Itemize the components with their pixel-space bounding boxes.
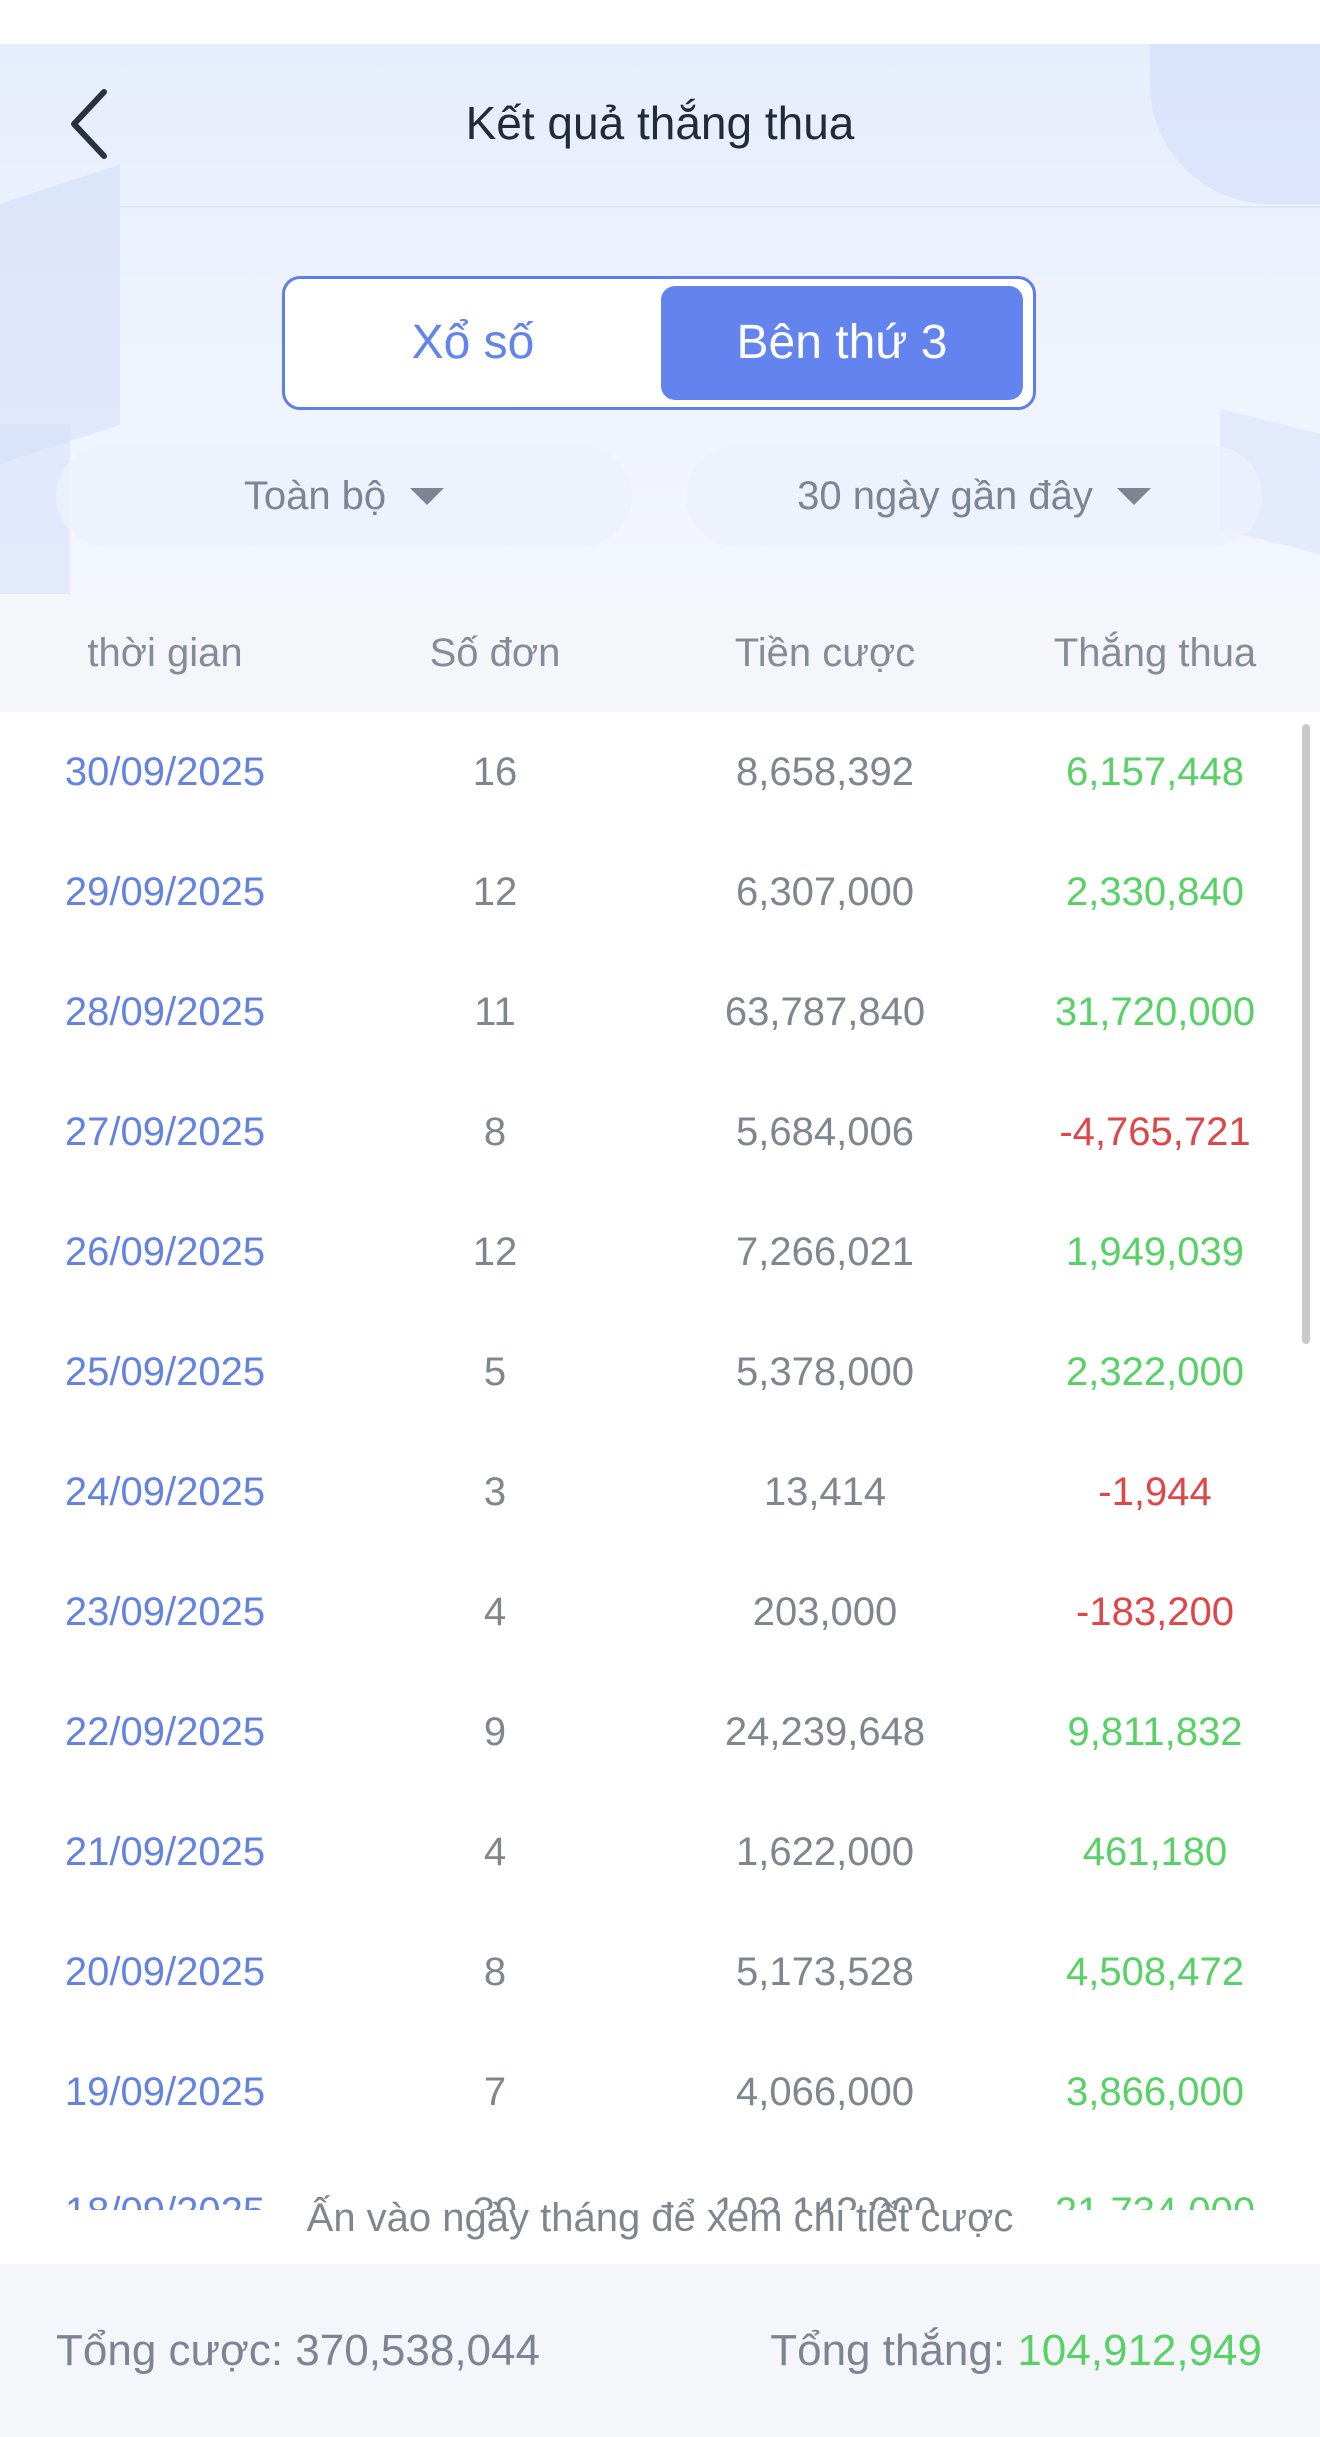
row-bet-amount: 13,414 [763,1470,887,1514]
row-win-loss: 31,720,000 [1054,990,1256,1034]
row-order-count: 8 [483,1950,507,1994]
row-bet-amount: 5,684,006 [736,1110,914,1154]
chevron-left-icon [71,89,107,159]
row-bet-amount: 4,066,000 [736,2070,914,2114]
column-header-result: Thắng thua [1053,631,1257,675]
row-bet-amount: 24,239,648 [724,1710,926,1754]
filter-type-label: Toàn bộ [243,473,387,518]
source-segmented-control: Xổ số Bên thứ 3 [282,276,1036,410]
row-date[interactable]: 28/09/2025 [64,990,266,1034]
row-date[interactable]: 26/09/2025 [64,1230,266,1274]
column-header-bet: Tiền cược [734,631,916,675]
row-date[interactable]: 18/09/2025 [0,2152,330,2210]
total-bet: Tổng cược: 370,538,044 [56,2264,540,2437]
row-date[interactable]: 29/09/2025 [64,870,266,914]
table-row[interactable]: 21/09/2025 4 1,622,000 461,180 [0,1792,1300,1912]
row-date[interactable]: 27/09/2025 [64,1110,266,1154]
table-row[interactable]: 18/09/202539102,142,00021,734,000 [0,2152,1300,2210]
results-list[interactable]: 30/09/2025 16 8,658,392 6,157,448 29/09/2025… [0,712,1320,2210]
row-win-loss: 2,322,000 [1066,1350,1244,1394]
column-header-orders: Số đơn [429,631,561,675]
row-win-loss: 4,508,472 [1066,1950,1244,1994]
row-date[interactable]: 22/09/2025 [64,1710,266,1754]
filter-period-label: 30 ngày gần đây [797,473,1093,518]
row-date[interactable]: 21/09/2025 [64,1830,266,1874]
row-bet-amount: 5,173,528 [736,1950,914,1994]
row-win-loss: 9,811,832 [1067,1710,1243,1754]
table-row[interactable]: 20/09/2025 8 5,173,528 4,508,472 [0,1912,1300,2032]
scrollbar[interactable] [1302,724,1310,1344]
caret-down-icon [1116,487,1151,505]
table-row[interactable]: 27/09/2025 8 5,684,006 -4,765,721 [0,1072,1300,1192]
table-row[interactable]: 24/09/2025 3 13,414 -1,944 [0,1432,1300,1552]
row-order-count: 16 [472,750,518,794]
row-bet-amount: 102,142,000 [660,2152,990,2210]
row-order-count: 5 [483,1350,507,1394]
row-date[interactable]: 23/09/2025 [64,1590,266,1634]
row-order-count: 3 [483,1470,507,1514]
table-row[interactable]: 22/09/2025 9 24,239,648 9,811,832 [0,1672,1300,1792]
row-date[interactable]: 24/09/2025 [64,1470,266,1514]
filter-period-dropdown[interactable]: 30 ngày gần đây [686,446,1262,546]
table-row[interactable]: 19/09/2025 7 4,066,000 3,866,000 [0,2032,1300,2152]
row-date[interactable]: 30/09/2025 [64,750,266,794]
row-date[interactable]: 25/09/2025 [64,1350,266,1394]
table-row[interactable]: 26/09/2025 12 7,266,021 1,949,039 [0,1192,1300,1312]
caret-down-icon [410,487,445,505]
row-bet-amount: 63,787,840 [724,990,926,1034]
filter-type-dropdown[interactable]: Toàn bộ [56,446,632,546]
row-order-count: 4 [483,1830,507,1874]
hint-text: Ấn vào ngày tháng để xem chi tiết cược [306,2196,1014,2240]
summary-footer: Tổng cược: 370,538,044 Tổng thắng: 104,9… [0,2264,1320,2437]
row-order-count: 8 [483,1110,507,1154]
row-win-loss: -4,765,721 [1059,1110,1251,1154]
table-row[interactable]: 23/09/2025 4 203,000 -183,200 [0,1552,1300,1672]
row-win-loss: 3,866,000 [1066,2070,1244,2114]
row-order-count: 39 [330,2152,660,2210]
row-bet-amount: 5,378,000 [736,1350,914,1394]
row-win-loss: 21,734,000 [990,2152,1320,2210]
row-order-count: 12 [472,1230,518,1274]
row-bet-amount: 7,266,021 [736,1230,914,1274]
tab-lottery[interactable]: Xổ số [411,316,535,369]
total-win-value: 104,912,949 [1017,2326,1262,2375]
row-bet-amount: 203,000 [752,1590,898,1634]
row-order-count: 4 [483,1590,507,1634]
total-bet-value: 370,538,044 [295,2326,540,2375]
table-row[interactable]: 25/09/2025 5 5,378,000 2,322,000 [0,1312,1300,1432]
row-win-loss: 6,157,448 [1066,750,1244,794]
row-order-count: 12 [472,870,518,914]
row-order-count: 7 [483,2070,507,2114]
row-order-count: 11 [474,990,516,1034]
page-title: Kết quả thắng thua [465,97,855,149]
back-button[interactable] [52,84,132,164]
table-row[interactable]: 29/09/2025 12 6,307,000 2,330,840 [0,832,1300,952]
table-header: thời gian Số đơn Tiền cược Thắng thua [0,594,1320,712]
row-date[interactable]: 19/09/2025 [64,2070,266,2114]
row-win-loss: -1,944 [1098,1470,1212,1514]
row-date[interactable]: 20/09/2025 [64,1950,266,1994]
row-bet-amount: 1,622,000 [736,1830,914,1874]
row-order-count: 9 [483,1710,507,1754]
row-bet-amount: 6,307,000 [736,870,914,914]
column-header-time: thời gian [87,631,243,675]
table-row[interactable]: 28/09/2025 11 63,787,840 31,720,000 [0,952,1300,1072]
row-win-loss: -183,200 [1076,1590,1234,1634]
row-win-loss: 461,180 [1082,1830,1228,1874]
nav-bar: Kết quả thắng thua [0,44,1320,208]
total-win-label: Tổng thắng: [770,2326,1006,2375]
tab-third-party[interactable]: Bên thứ 3 [661,286,1023,400]
table-row[interactable]: 30/09/2025 16 8,658,392 6,157,448 [0,712,1300,832]
total-bet-label: Tổng cược: [56,2326,284,2375]
row-win-loss: 1,949,039 [1066,1230,1244,1274]
row-win-loss: 2,330,840 [1066,870,1244,914]
status-bar [0,0,1320,44]
total-win: Tổng thắng: 104,912,949 [770,2264,1262,2437]
row-bet-amount: 8,658,392 [736,750,914,794]
